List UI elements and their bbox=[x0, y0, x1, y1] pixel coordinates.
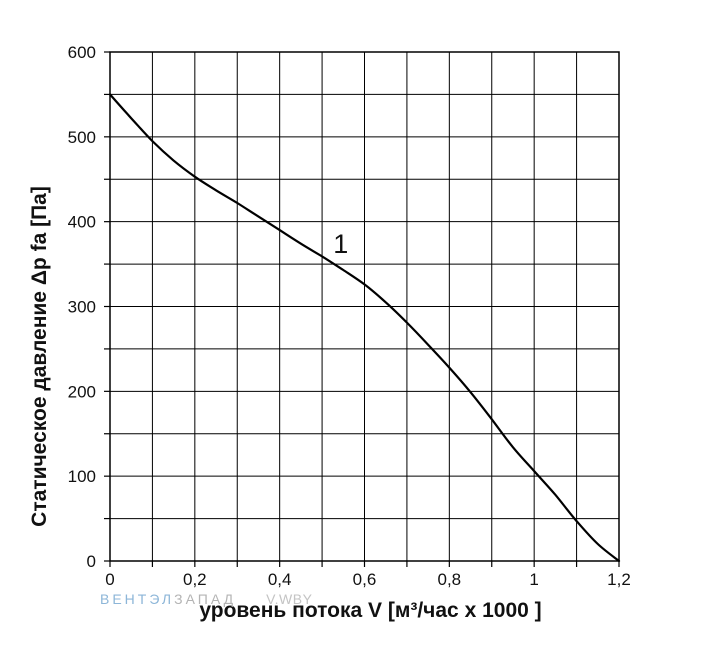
x-tick-label: 1,2 bbox=[607, 570, 631, 589]
y-tick-label: 400 bbox=[68, 213, 96, 232]
x-tick-label: 0,2 bbox=[183, 570, 207, 589]
watermark-site: V.WBY bbox=[266, 591, 313, 607]
x-tick-label: 0,6 bbox=[353, 570, 377, 589]
y-axis-title: Статическое давление Δp fa [Па] bbox=[28, 186, 51, 527]
y-tick-label: 300 bbox=[68, 298, 96, 317]
series-layer bbox=[108, 93, 621, 563]
y-tick-label: 600 bbox=[68, 43, 96, 62]
watermark-brand-part2: ЗАПАД bbox=[174, 591, 237, 607]
x-tick-label: 0,8 bbox=[438, 570, 462, 589]
x-axis-title: уровень потока V [м³/час x 1000 ] bbox=[199, 599, 541, 622]
y-tick-label: 100 bbox=[68, 467, 96, 486]
y-tick-label: 500 bbox=[68, 128, 96, 147]
y-tick-label: 200 bbox=[68, 382, 96, 401]
series-line-1 bbox=[108, 93, 621, 563]
x-tick-label: 1 bbox=[529, 570, 538, 589]
annotations: 1 bbox=[333, 229, 348, 259]
watermark-brand-part1: ВЕНТЭЛ bbox=[100, 591, 175, 607]
curve-label: 1 bbox=[333, 229, 348, 259]
tick-labels: 0 0,2 0,4 0,6 0,8 1 1,2 0 100 200 300 400 500 600 bbox=[68, 43, 631, 589]
y-tick-label: 0 bbox=[87, 552, 96, 571]
x-tick-label: 0 bbox=[105, 570, 114, 589]
axis-ticks bbox=[104, 51, 620, 567]
watermark: ВЕНТЭЛЗАПАД V.WBY bbox=[100, 591, 312, 607]
grid bbox=[109, 51, 620, 562]
plot-frame bbox=[109, 51, 620, 562]
x-tick-label: 0,4 bbox=[268, 570, 292, 589]
